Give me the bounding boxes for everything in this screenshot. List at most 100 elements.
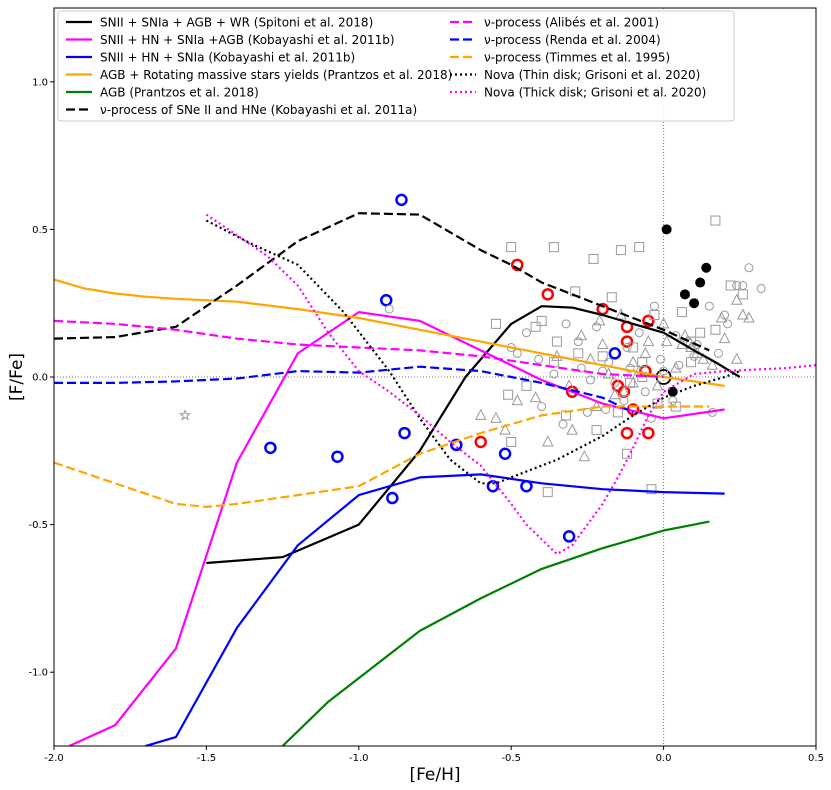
- data-point-circle-open: [704, 301, 714, 311]
- data-point-square-open: [615, 245, 626, 256]
- data-point-triangle-open: [575, 329, 588, 341]
- data-point-circle-open: [640, 387, 650, 397]
- plot-area: [54, 8, 816, 746]
- x-tick-label: -1.5: [197, 753, 217, 764]
- plot-content: [54, 8, 816, 746]
- data-point-triangle-open: [511, 394, 524, 406]
- data-point-circle-filled: [661, 224, 672, 235]
- data-point-triangle-open: [627, 376, 639, 388]
- data-point-circle-open: [659, 366, 669, 376]
- data-point-triangle-open: [651, 379, 664, 391]
- legend-label: AGB (Prantzos et al. 2018): [100, 86, 259, 100]
- data-point-square-open: [710, 215, 721, 226]
- data-point-circle-open: [384, 304, 394, 314]
- y-tick-label: 0.0: [32, 373, 48, 384]
- data-point-square-open: [676, 307, 687, 318]
- data-point-square-open: [612, 407, 623, 418]
- data-point-triangle-open: [743, 311, 755, 323]
- data-point-triangle-open: [590, 399, 603, 412]
- data-point-triangle-open: [627, 355, 639, 367]
- y-tick-label: -0.5: [28, 520, 48, 531]
- data-point-square-open: [548, 357, 559, 368]
- data-point-triangle-open: [499, 423, 511, 435]
- data-point-circle-open: [474, 435, 487, 449]
- y-tick-label: 1.0: [32, 77, 48, 88]
- data-point-circle-open: [512, 348, 522, 358]
- x-axis-label: [Fe/H]: [409, 765, 460, 785]
- data-point-circle-filled: [667, 386, 678, 397]
- data-point-triangle-open: [596, 337, 609, 350]
- data-point-triangle-open: [578, 450, 591, 462]
- legend-label: SNII + HN + SNIa +AGB (Kobayashi et al. …: [100, 33, 395, 47]
- data-point-circle-filled: [701, 262, 712, 273]
- data-point-square-open: [597, 351, 608, 362]
- data-point-circle-open: [683, 337, 693, 347]
- data-point-circle-open: [689, 351, 699, 361]
- legend: SNII + SNIa + AGB + WR (Spitoni et al. 2…: [57, 10, 735, 122]
- data-point-triangle-open: [718, 332, 731, 344]
- axes: -2.0 -1.5 -1.0 -0.5 0.0 0.5 -1.0 -0.5 0.0 0.5 1.0: [28, 7, 824, 764]
- data-point-circle-open: [576, 363, 586, 373]
- data-point-circle-open: [534, 354, 544, 364]
- data-point-triangle-open: [669, 361, 682, 373]
- data-point-square-open: [606, 292, 617, 303]
- y-tick-label: -1.0: [28, 668, 48, 679]
- legend-label: Nova (Thick disk; Grisoni et al. 2020): [484, 86, 706, 100]
- y-tick-label: 0.5: [32, 225, 48, 236]
- data-point-circle-filled: [689, 298, 700, 309]
- data-point-circle-open: [585, 375, 595, 385]
- data-point-circle-open: [264, 441, 277, 455]
- data-point-triangle-open: [566, 423, 578, 435]
- data-point-triangle-open: [715, 311, 728, 323]
- data-point-circle-open: [398, 426, 411, 440]
- legend-label: SNII + HN + SNIa (Kobayashi et al. 2011b…: [100, 51, 355, 65]
- data-point-triangle-open: [474, 408, 487, 420]
- legend-box: [57, 10, 735, 122]
- data-point-circle-open: [561, 319, 571, 329]
- data-point-circle-open: [562, 530, 576, 543]
- data-point-square-open: [737, 289, 748, 300]
- data-point-circle-filled: [679, 289, 690, 300]
- data-point-triangle-open: [697, 352, 710, 364]
- series-line-7: [54, 319, 664, 379]
- data-point-circle-open: [331, 450, 344, 463]
- data-point-square-open: [686, 357, 697, 368]
- data-point-circle-open: [625, 363, 635, 373]
- data-point-triangle-open: [660, 335, 673, 347]
- data-point-star-open: [178, 408, 192, 421]
- data-point-square-open: [536, 315, 547, 326]
- data-point-triangle-open: [706, 358, 719, 370]
- y-axis-label: [F/Fe]: [7, 353, 27, 401]
- data-point-circle-open: [537, 402, 547, 412]
- data-point-triangle-open: [593, 314, 606, 326]
- data-point-circle-open: [642, 426, 655, 440]
- legend-label: SNII + SNIa + AGB + WR (Spitoni et al. 2…: [100, 16, 373, 30]
- x-tick-label: 0.5: [808, 753, 824, 764]
- data-point-circle-open: [738, 280, 748, 290]
- data-point-circle-open: [592, 322, 602, 332]
- data-point-circle-open: [639, 364, 652, 378]
- data-point-square-open: [551, 336, 562, 347]
- data-point-square-open: [622, 448, 633, 459]
- data-point-circle-open: [656, 354, 666, 364]
- data-point-circle-open: [386, 491, 399, 505]
- series-line-8: [54, 365, 634, 414]
- data-point-circle-open: [549, 369, 559, 379]
- x-tick-label: -1.0: [349, 753, 369, 764]
- data-point-square-open: [686, 336, 697, 347]
- x-tick-label: -0.5: [501, 753, 521, 764]
- data-point-circle-open: [744, 263, 754, 273]
- legend-label: ν-process (Renda et al. 2004): [484, 33, 661, 47]
- data-point-square-open: [506, 436, 517, 447]
- series-line-2: [68, 311, 725, 746]
- data-point-circle-open: [668, 396, 678, 406]
- x-tick-label: -2.0: [44, 753, 64, 764]
- data-point-triangle-open: [730, 293, 743, 305]
- data-point-triangle-open: [490, 411, 502, 423]
- data-point-circle-filled: [695, 277, 706, 288]
- data-point-square-open: [634, 242, 645, 253]
- data-point-circle-open: [756, 283, 766, 293]
- data-point-square-open: [506, 242, 517, 253]
- legend-label: ν-process (Timmes et al. 1995): [484, 51, 670, 65]
- data-point-circle-open: [713, 348, 723, 358]
